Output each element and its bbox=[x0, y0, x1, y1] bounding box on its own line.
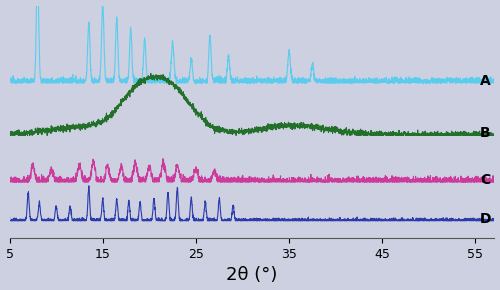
X-axis label: 2θ (°): 2θ (°) bbox=[226, 267, 278, 284]
Text: B: B bbox=[480, 126, 491, 140]
Text: A: A bbox=[480, 74, 491, 88]
Text: D: D bbox=[480, 212, 492, 226]
Text: C: C bbox=[480, 173, 490, 187]
